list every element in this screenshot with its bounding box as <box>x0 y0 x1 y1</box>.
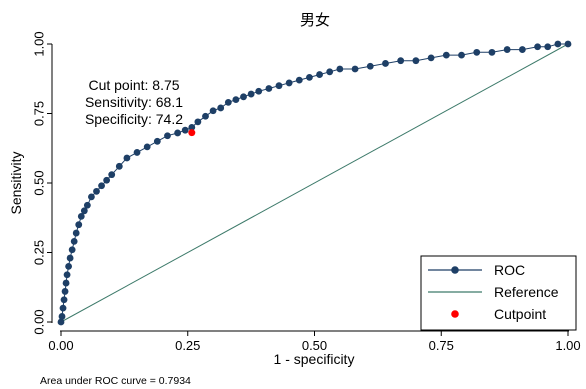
roc-point <box>70 237 78 245</box>
roc-point <box>285 79 293 87</box>
roc-point <box>93 187 100 195</box>
cutpoint-annotation: Cut point: 8.75 Sensitivity: 68.1 Specif… <box>85 77 183 127</box>
roc-point <box>295 76 303 84</box>
roc-point <box>143 143 151 151</box>
x-axis-title: 1 - specificity <box>274 351 355 367</box>
roc-point <box>544 43 552 51</box>
roc-point <box>98 182 105 190</box>
roc-point <box>503 46 511 53</box>
y-axis-title: Sensitivity <box>8 151 24 214</box>
cutpoint-marker <box>188 129 196 137</box>
roc-point <box>240 93 247 101</box>
roc-point <box>255 87 263 95</box>
x-ticks: 0.00 0.25 0.50 0.75 1.00 <box>48 331 581 353</box>
roc-point <box>232 96 240 103</box>
annotation-line-specificity: Specificity: 74.2 <box>85 111 183 127</box>
roc-point <box>554 40 562 48</box>
x-tick-label: 1.00 <box>555 338 580 353</box>
roc-point <box>57 318 65 326</box>
roc-point <box>181 126 189 134</box>
roc-point <box>247 90 255 98</box>
auc-footnote: Area under ROC curve = 0.7934 <box>40 375 191 387</box>
y-tick-label: 0.00 <box>31 309 46 334</box>
roc-point <box>518 46 526 53</box>
roc-point <box>59 304 67 312</box>
roc-point <box>65 263 73 270</box>
legend: ROC Reference Cutpoint <box>420 255 577 331</box>
legend-item-roc: ROC <box>428 262 525 278</box>
roc-point <box>209 107 217 115</box>
roc-point <box>174 129 182 137</box>
legend-box <box>420 255 577 331</box>
y-tick-label: 0.75 <box>31 101 46 126</box>
roc-point <box>382 60 389 67</box>
roc-point <box>68 246 76 254</box>
roc-point <box>366 62 374 70</box>
y-tick-label: 1.00 <box>31 31 46 56</box>
roc-point <box>564 40 572 48</box>
roc-point <box>123 154 131 162</box>
roc-point <box>534 43 541 51</box>
roc-point <box>473 48 481 56</box>
roc-point <box>103 176 111 184</box>
legend-cutpoint-label: Cutpoint <box>494 306 546 322</box>
roc-point <box>61 288 69 295</box>
roc-point <box>458 51 465 59</box>
y-ticks: 0.00 0.25 0.50 0.75 1.00 <box>31 31 52 335</box>
roc-point <box>58 313 66 320</box>
reference-line <box>60 43 569 323</box>
roc-point <box>66 254 74 262</box>
roc-point <box>306 73 313 81</box>
legend-reference-label: Reference <box>494 284 559 300</box>
roc-point <box>316 71 323 78</box>
roc-points <box>57 40 572 326</box>
legend-roc-label: ROC <box>494 262 525 278</box>
x-tick-label: 0.25 <box>175 338 200 353</box>
roc-point <box>488 48 496 56</box>
roc-point <box>133 149 141 156</box>
roc-point <box>194 118 202 126</box>
annotation-line-sensitivity: Sensitivity: 68.1 <box>85 94 183 110</box>
roc-point <box>412 57 420 65</box>
roc-point <box>397 57 405 65</box>
legend-roc-marker <box>451 266 459 274</box>
y-tick-label: 0.50 <box>31 170 46 195</box>
roc-point <box>108 171 116 179</box>
roc-point <box>427 54 435 62</box>
roc-point <box>326 68 334 76</box>
roc-point <box>80 207 88 215</box>
legend-cutpoint-marker <box>451 310 459 318</box>
roc-point <box>88 193 95 201</box>
roc-point <box>62 279 70 287</box>
annotation-line-cutpoint: Cut point: 8.75 <box>88 77 179 93</box>
x-tick-label: 0.50 <box>302 338 327 353</box>
roc-point <box>442 51 450 59</box>
chart-title: 男女 <box>300 11 330 29</box>
legend-item-reference: Reference <box>428 284 559 300</box>
roc-point <box>224 98 232 106</box>
x-tick-label: 0.75 <box>429 338 454 353</box>
x-tick-label: 0.00 <box>48 338 73 353</box>
roc-point <box>217 104 225 112</box>
legend-item-cutpoint: Cutpoint <box>451 306 546 322</box>
roc-point <box>351 65 359 73</box>
y-tick-label: 0.25 <box>31 240 46 265</box>
roc-point <box>72 229 80 237</box>
roc-point <box>75 221 83 229</box>
roc-point <box>60 296 68 304</box>
roc-point <box>115 162 123 170</box>
roc-point <box>63 271 71 279</box>
roc-point <box>83 201 91 209</box>
roc-point <box>153 137 161 145</box>
roc-point <box>164 132 171 140</box>
roc-point <box>188 124 196 131</box>
plot-area <box>57 40 572 326</box>
roc-point <box>202 112 209 120</box>
roc-point <box>336 65 344 73</box>
roc-point <box>77 212 85 220</box>
roc-point <box>275 82 283 90</box>
roc-point <box>265 85 273 92</box>
